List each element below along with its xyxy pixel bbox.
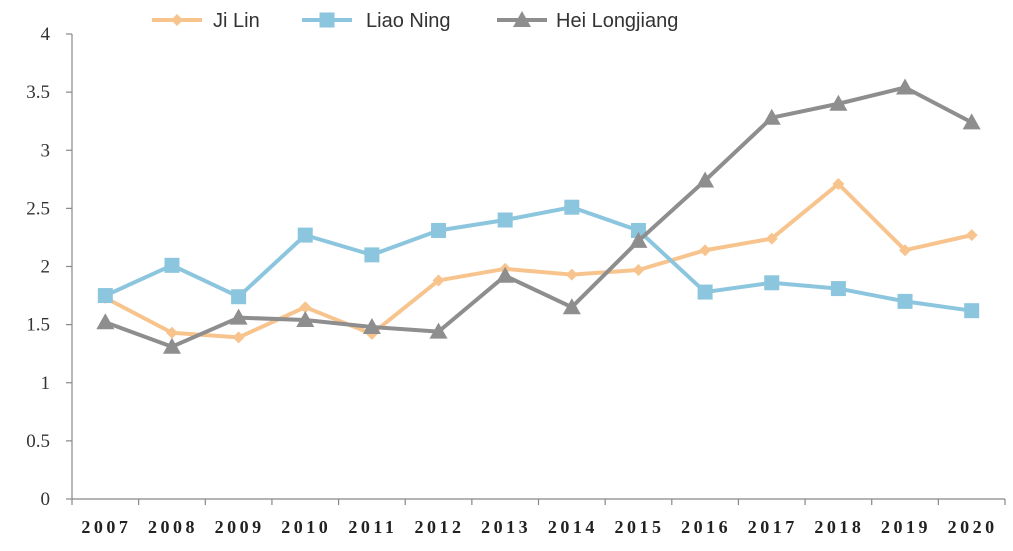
data-point [96,313,115,330]
x-tick-label: 2017 [748,517,798,537]
data-point [165,326,178,339]
x-tick-label: 2011 [348,517,397,537]
data-point [764,275,780,291]
y-tick-label: 0 [41,489,51,510]
data-point [829,94,848,111]
series-group [96,78,981,354]
legend: Ji Lin Liao Ning Hei Longjiang [152,10,678,32]
data-point [364,247,380,263]
data-point [697,284,713,300]
data-point [232,331,245,344]
data-point [830,281,846,297]
legend-item: Hei Longjiang [497,10,678,32]
series-line [104,85,973,349]
data-point [896,78,915,95]
legend-label: Liao Ning [366,10,451,32]
data-point [362,317,381,334]
x-tick-label: 2010 [281,517,331,537]
legend-label: Hei Longjiang [556,10,678,32]
data-point [629,231,648,248]
data-point [229,308,248,325]
x-tick-label: 2007 [81,517,131,537]
legend-item: Ji Lin [152,10,260,32]
data-point [432,274,445,287]
series-line [104,205,972,313]
data-point [762,108,781,125]
x-tick-label: 2016 [681,517,731,537]
legend-label: Ji Lin [213,10,260,32]
data-point [832,177,845,190]
axes: 0 0.5 1 1.5 2 2.5 3 3.5 4 2007 2008 2009 2010 2011 201… [26,24,1006,537]
y-tick-label: 3.5 [26,82,50,103]
data-point [564,199,580,215]
x-tick-label: 2015 [614,517,664,537]
x-tick-label: 2018 [814,517,864,537]
data-point [630,222,646,238]
x-tick-label: 2009 [215,517,265,537]
y-tick-label: 1.5 [26,315,50,336]
data-point [964,303,980,319]
data-point [496,266,515,283]
y-tick-label: 3 [41,140,51,161]
data-point [765,232,778,245]
series-ji-lin [99,177,978,344]
data-point [497,212,513,228]
data-point [429,322,448,339]
data-point [632,263,645,276]
data-point [296,310,315,327]
data-point [299,301,312,314]
y-tick-label: 2 [41,257,51,278]
data-point [962,113,981,130]
y-tick-label: 0.5 [26,431,50,452]
legend-marker-swatch [171,14,183,26]
legend-marker-swatch [513,11,531,27]
data-point [164,257,180,273]
legend-marker-swatch [319,12,335,28]
data-point [965,229,978,242]
y-tick-label: 2.5 [26,198,50,219]
series-liao-ning [97,199,980,319]
series-hei-longjiang [96,78,981,354]
data-point [899,244,912,257]
series-line [104,181,973,340]
data-point [297,227,313,243]
legend-item: Liao Ning [302,10,451,32]
y-tick-label: 4 [41,24,51,45]
x-tick-label: 2020 [948,517,998,537]
y-tick-label: 1 [41,373,51,394]
x-tick-label: 2014 [548,517,598,537]
x-tick-label: 2013 [481,517,531,537]
data-point [431,222,447,238]
data-point [562,298,581,315]
x-tick-label: 2012 [415,517,465,537]
data-point [162,337,181,354]
data-point [231,289,247,305]
x-tick-label: 2008 [148,517,198,537]
data-point [696,171,715,188]
x-tick-label: 2019 [881,517,931,537]
data-point [565,268,578,281]
data-point [699,244,712,257]
data-point [97,288,113,304]
data-point [897,293,913,309]
